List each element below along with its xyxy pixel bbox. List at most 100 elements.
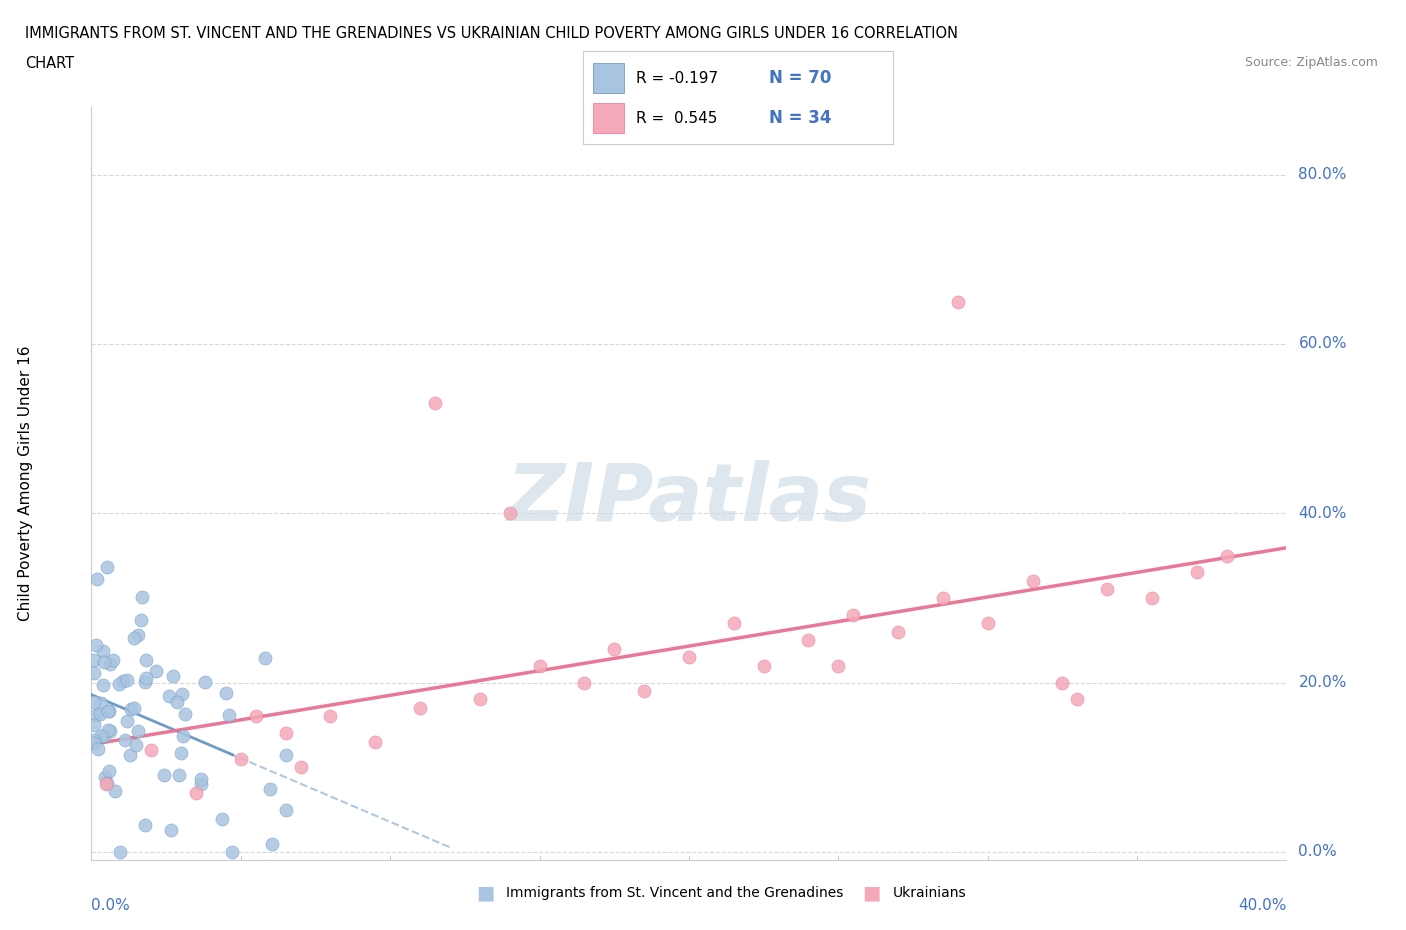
- Point: [166, 695, 188, 710]
- Point: [108, 844, 131, 859]
- Text: ■: ■: [475, 884, 495, 902]
- Point: [96, 776, 118, 790]
- Point: [141, 743, 163, 758]
- Point: [84, 638, 107, 653]
- Text: 40.0%: 40.0%: [1299, 506, 1347, 521]
- Point: [96, 777, 118, 791]
- Point: [678, 650, 700, 665]
- Point: [131, 590, 153, 604]
- Point: [423, 396, 446, 411]
- Text: Ukrainians: Ukrainians: [893, 885, 966, 900]
- Point: [122, 700, 145, 715]
- Point: [87, 741, 110, 756]
- Point: [90, 696, 112, 711]
- Text: 0.0%: 0.0%: [1299, 844, 1337, 859]
- Point: [172, 728, 194, 743]
- Point: [190, 771, 212, 786]
- Point: [211, 812, 233, 827]
- Point: [259, 781, 281, 796]
- Point: [122, 631, 145, 645]
- Text: ZIPatlas: ZIPatlas: [506, 459, 872, 538]
- Text: N = 70: N = 70: [769, 69, 831, 87]
- Text: CHART: CHART: [25, 56, 75, 71]
- Point: [98, 657, 121, 671]
- Text: Child Poverty Among Girls Under 16: Child Poverty Among Girls Under 16: [18, 346, 34, 621]
- Bar: [593, 103, 624, 133]
- Point: [723, 616, 745, 631]
- Text: 40.0%: 40.0%: [1239, 898, 1286, 913]
- Point: [97, 703, 120, 718]
- Point: [797, 632, 820, 647]
- Point: [104, 784, 127, 799]
- Text: 60.0%: 60.0%: [1299, 337, 1347, 352]
- Point: [221, 844, 243, 859]
- Point: [603, 641, 626, 656]
- Point: [91, 644, 114, 658]
- Point: [159, 689, 181, 704]
- Text: ■: ■: [862, 884, 882, 902]
- Point: [529, 658, 551, 673]
- Point: [633, 684, 655, 698]
- Point: [84, 707, 107, 722]
- Point: [167, 767, 190, 782]
- Point: [83, 652, 105, 667]
- Point: [170, 746, 193, 761]
- Point: [125, 737, 148, 752]
- Point: [468, 692, 491, 707]
- Point: [83, 732, 105, 747]
- Point: [290, 760, 312, 775]
- Point: [1097, 582, 1119, 597]
- Point: [194, 675, 217, 690]
- Point: [976, 616, 998, 631]
- Point: [145, 663, 167, 678]
- Point: [117, 713, 139, 728]
- Point: [274, 802, 297, 817]
- Point: [96, 703, 118, 718]
- Text: N = 34: N = 34: [769, 109, 831, 127]
- Point: [83, 718, 105, 733]
- Point: [135, 671, 157, 685]
- Point: [127, 724, 149, 738]
- Point: [83, 666, 105, 681]
- Point: [218, 707, 240, 722]
- Point: [274, 725, 297, 740]
- Point: [229, 751, 252, 766]
- Bar: [593, 63, 624, 93]
- Point: [120, 748, 142, 763]
- Point: [96, 560, 118, 575]
- Point: [574, 675, 596, 690]
- Point: [946, 294, 969, 309]
- Point: [115, 672, 138, 687]
- Point: [114, 733, 136, 748]
- Point: [101, 653, 124, 668]
- Point: [409, 700, 432, 715]
- Point: [827, 658, 849, 673]
- Point: [245, 709, 267, 724]
- Point: [1066, 692, 1088, 707]
- Point: [152, 768, 174, 783]
- Point: [97, 723, 120, 737]
- Point: [499, 506, 522, 521]
- Point: [364, 735, 387, 750]
- Point: [1185, 565, 1208, 580]
- Text: 20.0%: 20.0%: [1299, 675, 1347, 690]
- Point: [83, 694, 105, 709]
- Point: [127, 627, 149, 642]
- Point: [159, 822, 181, 837]
- Point: [253, 651, 276, 666]
- Point: [83, 735, 105, 750]
- Point: [94, 770, 117, 785]
- Point: [1052, 675, 1074, 690]
- Point: [107, 676, 129, 691]
- Point: [184, 785, 207, 800]
- Text: Source: ZipAtlas.com: Source: ZipAtlas.com: [1244, 56, 1378, 69]
- Point: [170, 686, 193, 701]
- Point: [98, 764, 121, 778]
- Text: IMMIGRANTS FROM ST. VINCENT AND THE GRENADINES VS UKRAINIAN CHILD POVERTY AMONG : IMMIGRANTS FROM ST. VINCENT AND THE GREN…: [25, 26, 959, 41]
- Point: [752, 658, 775, 673]
- Point: [129, 613, 152, 628]
- Point: [134, 675, 156, 690]
- Point: [135, 653, 157, 668]
- Point: [174, 707, 197, 722]
- Text: R =  0.545: R = 0.545: [636, 111, 717, 126]
